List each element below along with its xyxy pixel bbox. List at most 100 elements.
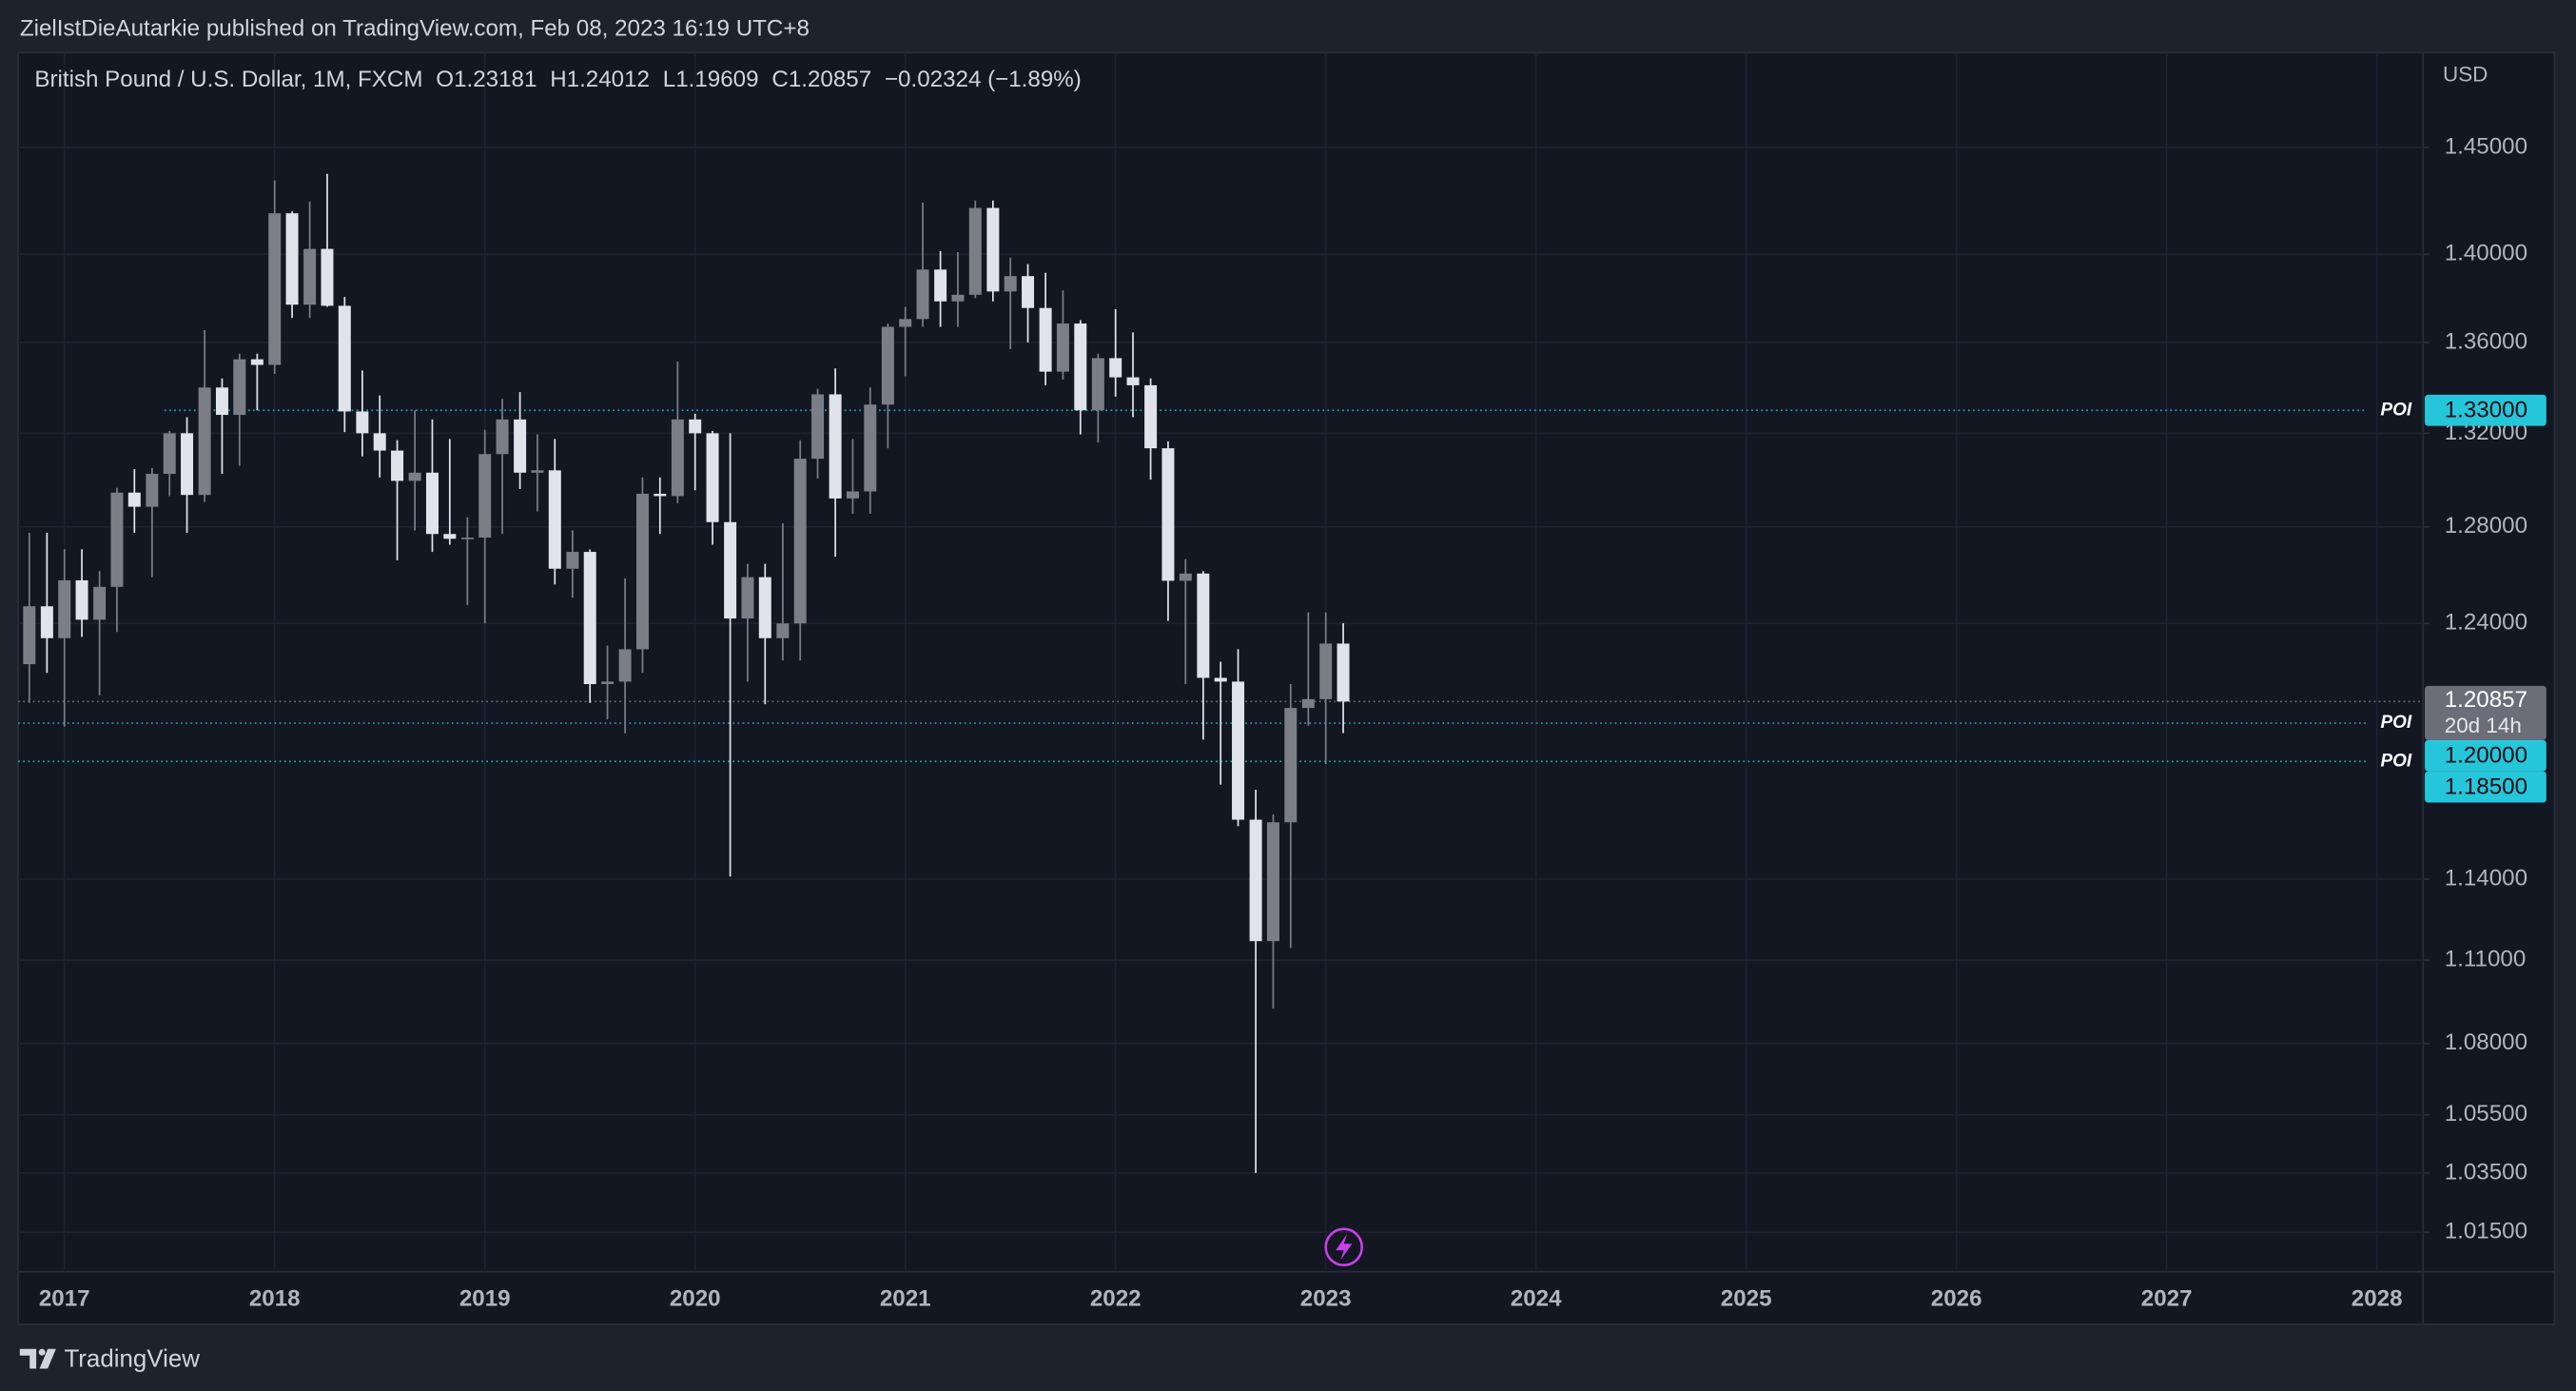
y-tick-label: 1.03500: [2445, 1159, 2527, 1185]
candle-body: [233, 359, 246, 416]
icon-ring: [1324, 1227, 1364, 1267]
candle-body: [75, 579, 88, 620]
x-tick-label: 2026: [1931, 1285, 1982, 1311]
candle-body: [916, 269, 929, 320]
level-label: 1.20000: [2445, 743, 2527, 769]
candle-body: [1249, 819, 1262, 942]
y-tick-label: 1.11000: [2445, 947, 2527, 972]
candle-body: [181, 433, 194, 496]
candle-body: [443, 534, 457, 539]
candle-body: [93, 586, 107, 620]
candle-body: [303, 248, 317, 305]
candle-body: [689, 419, 702, 434]
x-tick-label: 2024: [1511, 1285, 1562, 1311]
candle-body: [601, 681, 615, 685]
candle-body: [793, 459, 807, 624]
candle-body: [758, 577, 771, 638]
candle-body: [531, 470, 544, 473]
candle-body: [373, 433, 386, 451]
logo-part: [19, 1348, 37, 1369]
candle-body: [1039, 307, 1052, 372]
candle-body: [776, 623, 790, 638]
candle-body: [986, 207, 1000, 292]
candle-body: [548, 470, 561, 569]
y-tick-label: 1.01500: [2445, 1219, 2527, 1244]
candle-body: [1109, 358, 1122, 378]
ohlc-value: C1.20857: [771, 67, 871, 92]
candle-body: [811, 394, 825, 460]
poi-label: POI: [2380, 400, 2411, 420]
symbol-title: British Pound / U.S. Dollar, 1M, FXCM: [34, 67, 422, 92]
candle-body: [1056, 323, 1069, 372]
candle-body: [1161, 448, 1175, 581]
candle-body: [391, 450, 404, 481]
publisher: ZielIstDieAutarkie published on TradingV…: [20, 15, 810, 41]
level-box: [2425, 771, 2547, 803]
ohlc-value: −0.02324 (−1.89%): [885, 67, 1082, 92]
candle-body: [706, 433, 719, 522]
candle-body: [1022, 276, 1035, 308]
candle-body: [583, 552, 596, 685]
y-tick-label: 1.08000: [2445, 1029, 2527, 1055]
ohlc-legend: O1.23181 H1.24012 L1.19609 C1.20857 −0.02324…: [436, 67, 1081, 92]
candle-body: [1126, 377, 1140, 385]
candle-body: [671, 419, 684, 497]
x-tick-label: 2023: [1300, 1285, 1352, 1311]
candle-body: [881, 326, 894, 405]
x-tick-label: 2019: [459, 1285, 511, 1311]
candle-body: [1319, 643, 1333, 699]
candle-body: [408, 472, 421, 481]
candle-body: [285, 213, 299, 305]
candle-body: [163, 433, 176, 475]
ohlc-value: O1.23181: [436, 67, 537, 92]
candle-body: [724, 521, 737, 619]
poi-label: POI: [2380, 713, 2411, 733]
lightning-icon: [1324, 1227, 1364, 1267]
candle-body: [654, 493, 667, 497]
x-tick-label: 2025: [1721, 1285, 1772, 1311]
y-tick-label: 1.45000: [2445, 133, 2527, 159]
candle-body: [1266, 822, 1279, 942]
level-box: [2425, 394, 2547, 426]
brand-name: TradingView: [64, 1346, 200, 1373]
candle-body: [250, 359, 263, 365]
candles: [23, 173, 1350, 1173]
candle-body: [1284, 708, 1298, 823]
candle-body: [829, 394, 842, 499]
last-price-label: 1.20857: [2445, 687, 2527, 713]
level-box: [2425, 739, 2547, 772]
grid: [18, 52, 2424, 1270]
level-label: 1.33000: [2445, 397, 2527, 422]
brand-logo: [19, 1348, 56, 1369]
poi-label: POI: [2380, 751, 2411, 771]
candle-body: [968, 207, 982, 295]
candle-body: [127, 492, 141, 507]
candle-body: [198, 387, 211, 496]
candle-body: [951, 294, 965, 302]
candle-body: [934, 269, 947, 302]
x-tick-label: 2027: [2141, 1285, 2193, 1311]
candle-body: [566, 552, 579, 569]
axes: 2017 2018 2019 2020 2021 2022 2023 2024 2025 2026…: [39, 133, 2547, 1311]
icon-bolt: [1336, 1233, 1353, 1261]
candle-body: [1337, 643, 1350, 702]
candle-body: [496, 419, 509, 455]
candle-body: [1074, 323, 1087, 411]
chart-pane: [17, 51, 2556, 1325]
candle-body: [1197, 573, 1210, 678]
x-tick-label: 2020: [670, 1285, 721, 1311]
candle-body: [1301, 698, 1315, 709]
candle-body: [460, 537, 474, 539]
candle-body: [1179, 573, 1192, 581]
candle-body: [1004, 276, 1017, 292]
candle-body: [321, 248, 334, 306]
candle-body: [635, 493, 649, 650]
x-tick-label: 2022: [1090, 1285, 1142, 1311]
candle-body: [1232, 681, 1245, 820]
y-tick-label: 1.14000: [2445, 865, 2527, 891]
candle-body: [110, 492, 124, 587]
candle-body: [899, 319, 912, 327]
candle-body: [146, 474, 159, 507]
candle-body: [23, 606, 36, 665]
